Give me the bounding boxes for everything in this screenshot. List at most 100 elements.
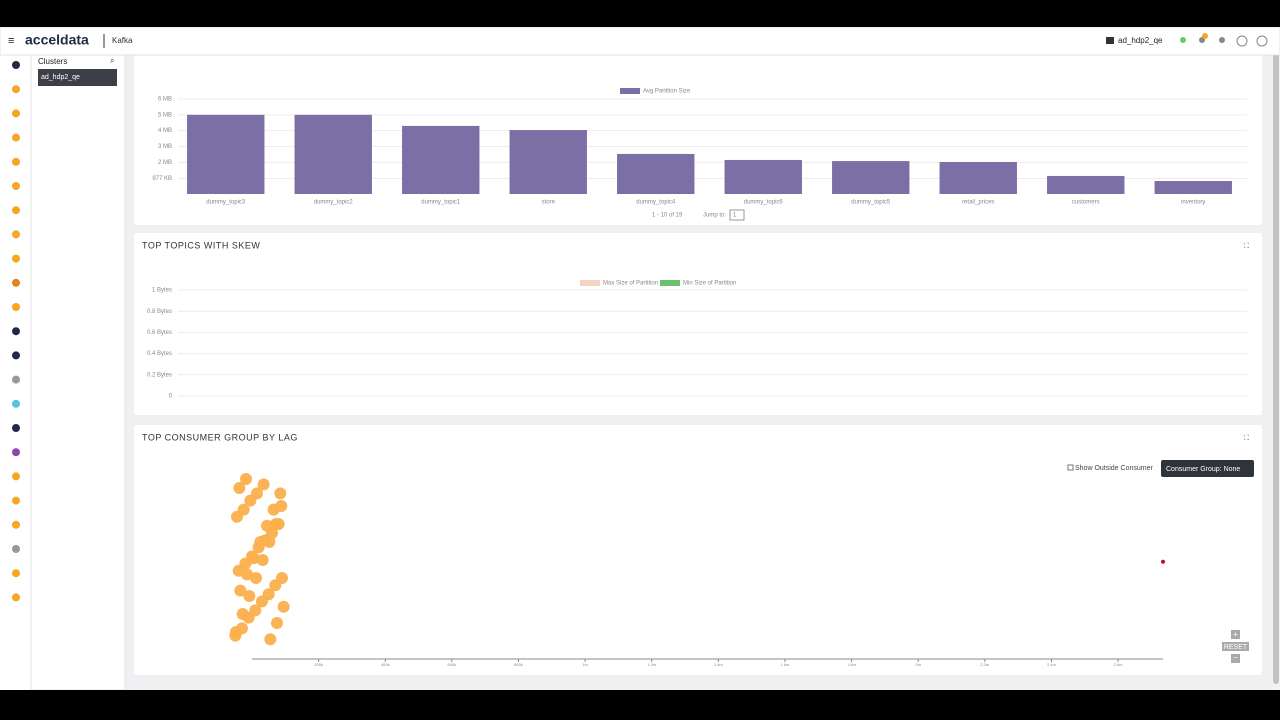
header-cluster[interactable]: ad_hdp2_qe <box>1118 36 1163 45</box>
point <box>243 590 256 602</box>
jump-label: Jump to: <box>703 213 726 219</box>
nav-icon[interactable] <box>12 375 20 384</box>
x-tick-label: 2m <box>915 662 921 667</box>
nav-icon[interactable] <box>12 520 20 529</box>
point <box>254 536 267 548</box>
nav-icon[interactable] <box>12 133 20 142</box>
y-tick-label: 5 MB <box>158 112 172 118</box>
page-select-value[interactable]: 1 <box>733 213 737 219</box>
x-tick-label: dummy_topic6 <box>744 200 784 206</box>
cluster-item[interactable] <box>38 69 117 86</box>
nav-icon[interactable] <box>12 351 20 360</box>
expand-icon[interactable]: ⛶ <box>1244 242 1249 250</box>
nav-icon[interactable] <box>12 545 20 553</box>
nav-icon[interactable] <box>12 254 20 263</box>
checkbox-label[interactable]: Show Outside Consumer <box>1075 465 1153 472</box>
y-tick-label: 2 MB <box>158 160 172 166</box>
nav-icon[interactable] <box>12 327 20 336</box>
x-tick-label: 1.4m <box>714 662 724 667</box>
bar <box>724 159 802 194</box>
legend-swatch <box>620 88 640 94</box>
zoom-out[interactable] <box>1231 654 1240 663</box>
bar <box>187 114 265 194</box>
panel-title: TOP CONSUMER GROUP BY LAG <box>142 432 298 442</box>
x-tick-label: dummy_topic4 <box>636 200 676 206</box>
menu-icon[interactable]: ≡ <box>8 35 14 47</box>
zoom-in[interactable] <box>1231 630 1240 639</box>
nav-icon[interactable] <box>12 472 20 481</box>
y-tick-label: 1 Bytes <box>152 288 172 294</box>
expand-icon[interactable]: ⛶ <box>1244 434 1249 442</box>
bar <box>294 114 372 194</box>
legend-label: Min Size of Partition <box>683 281 736 287</box>
zoom-reset[interactable] <box>1222 642 1249 651</box>
y-tick-label: 0.4 Bytes <box>147 351 172 357</box>
x-tick-label: 2.4m <box>1047 662 1057 667</box>
point <box>237 503 250 516</box>
status-icon[interactable] <box>1180 37 1186 43</box>
nav-icon[interactable] <box>12 61 20 69</box>
point <box>236 608 249 620</box>
x-tick-label: dummy_topic2 <box>314 200 354 206</box>
dropdown-label[interactable]: Consumer Group: None <box>1166 466 1240 473</box>
nav-icon[interactable] <box>12 424 20 432</box>
y-tick-label: 6 MB <box>158 97 172 103</box>
nav-icon[interactable] <box>12 109 20 118</box>
point <box>260 519 273 532</box>
zoom-out-label[interactable]: − <box>1233 653 1238 662</box>
nav-icon[interactable] <box>12 303 20 311</box>
nav-icon[interactable] <box>12 157 20 166</box>
point <box>274 487 287 500</box>
nav-icon[interactable] <box>12 278 20 287</box>
point <box>264 633 277 646</box>
letterbox <box>0 690 1280 720</box>
y-tick-label: 0.6 Bytes <box>147 330 172 336</box>
nav-icon[interactable] <box>12 569 20 578</box>
x-tick-label: 2.6m <box>1114 662 1124 667</box>
legend-swatch <box>660 280 680 286</box>
point <box>269 518 282 530</box>
bar <box>617 153 695 194</box>
profile-icon[interactable] <box>1256 35 1268 47</box>
x-tick-label: inventory <box>1181 200 1205 206</box>
bar <box>509 130 587 194</box>
x-tick-label: 600k <box>448 662 457 667</box>
panel <box>134 425 1262 675</box>
nav-icon[interactable] <box>12 496 20 505</box>
x-tick-label: 1.2m <box>647 662 657 667</box>
point <box>240 473 253 485</box>
y-tick-label: 0.8 Bytes <box>147 309 172 315</box>
nav-icon[interactable] <box>12 182 20 190</box>
zoom-in-label[interactable]: + <box>1233 630 1238 639</box>
point <box>249 604 262 617</box>
search-icon[interactable]: ⌕ <box>110 56 114 65</box>
module: Kafka <box>112 36 133 45</box>
checkbox[interactable] <box>1067 464 1074 471</box>
x-tick-label: dummy_topic1 <box>421 200 461 206</box>
point <box>247 552 260 565</box>
nav-icon[interactable] <box>12 448 20 457</box>
nav-icon[interactable] <box>12 206 20 215</box>
point <box>1161 559 1165 564</box>
x-tick-label: 800k <box>514 662 523 667</box>
nav-icon[interactable] <box>12 85 20 94</box>
panel <box>134 233 1262 415</box>
nav-icon[interactable] <box>12 230 20 239</box>
x-tick-label: 400k <box>381 662 390 667</box>
point <box>234 584 247 597</box>
nav-icon[interactable] <box>12 593 20 602</box>
dropdown[interactable] <box>1161 460 1254 477</box>
bar <box>832 161 910 194</box>
zoom-reset-label[interactable]: RESET <box>1224 644 1248 651</box>
scrollbar-thumb[interactable] <box>1273 32 1279 684</box>
page-select[interactable] <box>729 209 745 221</box>
point <box>249 572 262 584</box>
user-icon[interactable] <box>1219 37 1225 43</box>
x-tick-label: retail_prices <box>962 200 994 206</box>
settings-icon[interactable] <box>1236 35 1248 47</box>
point <box>250 487 263 500</box>
cluster-item-label[interactable]: ad_hdp2_qe <box>41 74 80 81</box>
nav-icon[interactable] <box>12 399 20 408</box>
clusters-panel <box>30 54 126 691</box>
